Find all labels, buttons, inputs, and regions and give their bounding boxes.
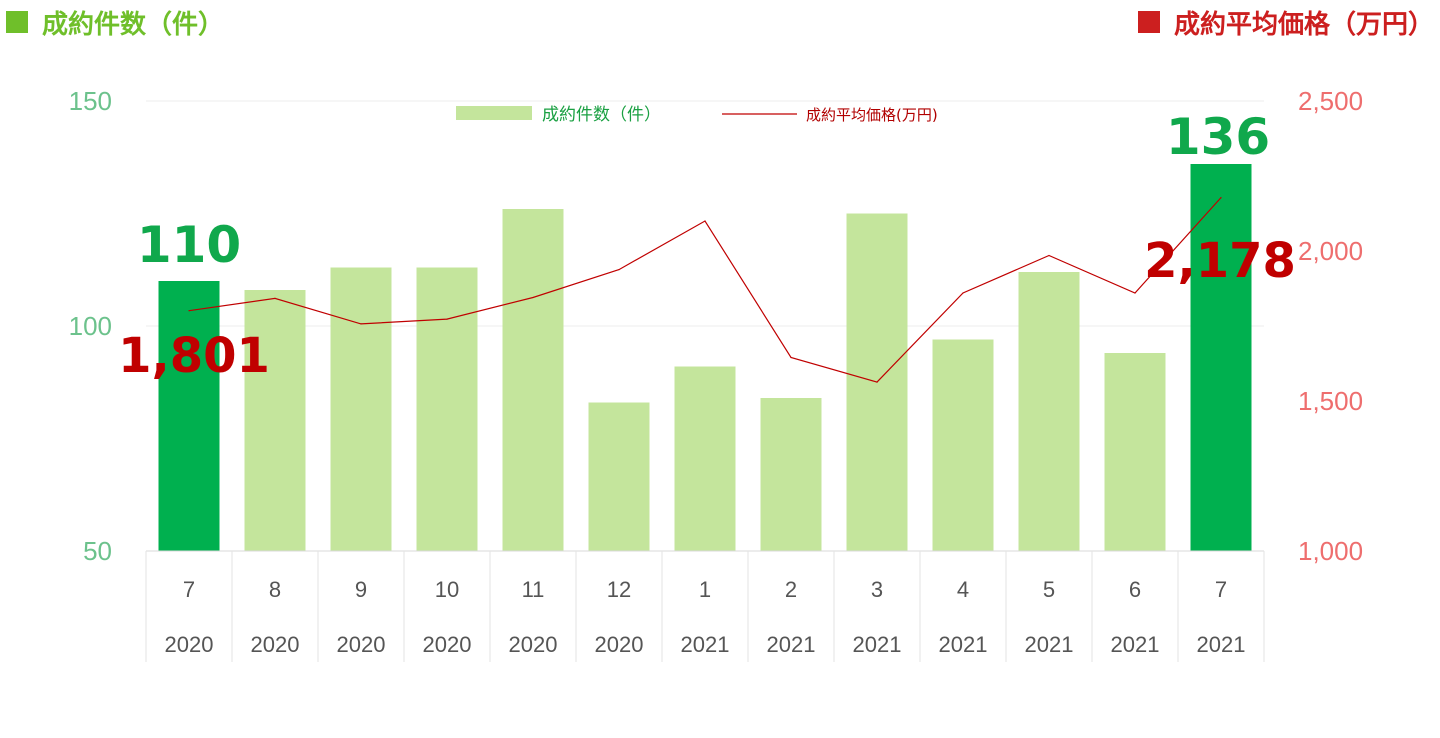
green-square-icon — [6, 11, 28, 33]
year-label: 2021 — [1025, 632, 1074, 657]
gridlines — [146, 100, 1264, 327]
right-tick-label: 2,500 — [1298, 86, 1363, 116]
year-label: 2020 — [337, 632, 386, 657]
right-tick-label: 2,000 — [1298, 236, 1363, 266]
first-bar-value-label: 110 — [137, 216, 241, 274]
month-label: 4 — [957, 577, 969, 602]
year-label: 2021 — [853, 632, 902, 657]
year-label: 2020 — [165, 632, 214, 657]
year-label: 2020 — [595, 632, 644, 657]
legend: 成約件数（件） 成約平均価格(万円) — [456, 105, 938, 125]
bar-2020-10 — [416, 267, 478, 551]
month-label: 7 — [183, 577, 195, 602]
right-axis-header: 成約平均価格（万円） — [1137, 2, 1434, 42]
right-axis-header-label: 成約平均価格（万円） — [1173, 9, 1434, 40]
legend-line-label: 成約平均価格(万円) — [806, 106, 938, 124]
year-label: 2020 — [423, 632, 472, 657]
bar-2021-5 — [1018, 272, 1080, 551]
bar-2020-8 — [244, 290, 306, 551]
price-point-2020-9 — [360, 323, 362, 325]
bar-2020-11 — [502, 209, 564, 551]
left-tick-label: 150 — [69, 86, 112, 116]
price-point-2020-7 — [188, 310, 190, 312]
month-label: 11 — [522, 577, 545, 602]
left-axis-header-label: 成約件数（件） — [42, 9, 225, 40]
year-label: 2021 — [767, 632, 816, 657]
line-series — [188, 197, 1222, 383]
left-axis-header: 成約件数（件） — [6, 2, 224, 42]
bar-2021-2 — [760, 398, 822, 551]
year-label: 2021 — [939, 632, 988, 657]
red-square-icon — [1137, 11, 1160, 33]
bar-2020-7 — [158, 281, 220, 551]
category-axis: 7 2020 8 2020 9 2020 10 2020 11 2020 12 2020 1 2021 2 2… — [145, 550, 1265, 662]
bar-2020-9 — [330, 267, 392, 551]
year-label: 2021 — [1197, 632, 1246, 657]
price-point-2021-7 — [1220, 197, 1222, 199]
price-point-2020-11 — [532, 296, 534, 299]
bar-2021-4 — [932, 339, 994, 551]
right-tick-label: 1,500 — [1298, 386, 1363, 416]
month-label: 6 — [1129, 577, 1141, 602]
legend-bar-label: 成約件数（件） — [542, 105, 661, 125]
price-point-2020-12 — [618, 269, 620, 271]
right-tick-label: 1,000 — [1298, 536, 1363, 566]
month-label: 5 — [1043, 577, 1055, 602]
price-point-2020-10 — [446, 318, 448, 320]
price-point-2021-1 — [704, 220, 706, 222]
month-label: 12 — [607, 577, 631, 602]
left-tick-label: 100 — [69, 311, 112, 341]
month-label: 3 — [871, 577, 883, 602]
axes: 150 100 50 2,500 2,000 1,500 1,000 — [69, 86, 1363, 566]
price-point-2021-4 — [962, 292, 964, 294]
left-tick-label: 50 — [83, 536, 112, 566]
year-label: 2021 — [681, 632, 730, 657]
price-point-2021-2 — [790, 356, 792, 359]
month-label: 2 — [785, 577, 797, 602]
annotations: 110 136 1,801 2,178 — [118, 108, 1296, 384]
price-point-2021-5 — [1048, 254, 1050, 257]
month-label: 1 — [699, 577, 711, 602]
legend-bar-swatch — [456, 106, 532, 120]
price-point-2021-3 — [876, 381, 878, 383]
price-point-2021-6 — [1134, 292, 1136, 294]
year-label: 2020 — [509, 632, 558, 657]
year-label: 2021 — [1111, 632, 1160, 657]
month-label: 10 — [435, 577, 459, 602]
bar-series — [158, 164, 1252, 551]
month-label: 9 — [355, 577, 367, 602]
last-price-value-label: 2,178 — [1144, 233, 1296, 289]
year-label: 2020 — [251, 632, 300, 657]
bar-2021-6 — [1104, 353, 1166, 551]
month-label: 7 — [1215, 577, 1227, 602]
first-price-value-label: 1,801 — [118, 328, 270, 384]
month-label: 8 — [269, 577, 281, 602]
last-bar-value-label: 136 — [1166, 108, 1270, 166]
bar-2021-7 — [1190, 164, 1252, 551]
price-point-2020-8 — [274, 297, 276, 299]
bar-2021-1 — [674, 366, 736, 551]
bar-2020-12 — [588, 402, 650, 551]
